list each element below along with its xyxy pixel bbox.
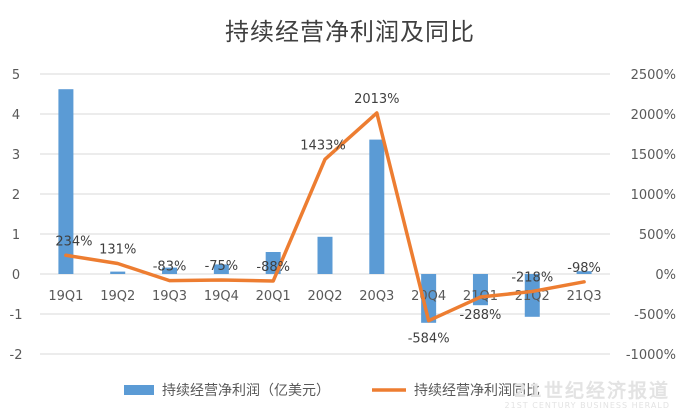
legend-label-bar: 持续经营净利润（亿美元） (162, 382, 330, 399)
left-axis-tick-label: 0 (12, 268, 20, 283)
left-axis-tick-label: 4 (12, 108, 20, 123)
left-axis-tick-label: -2 (10, 348, 23, 363)
data-label: 2013% (354, 92, 399, 107)
data-label: 131% (99, 243, 136, 258)
bar-19Q3 (162, 267, 178, 274)
legend-label-line: 持续经营净利润同比 (414, 382, 540, 399)
category-label: 19Q4 (204, 289, 239, 304)
data-label: -88% (256, 260, 290, 275)
bar-19Q4 (213, 264, 229, 274)
bar-21Q2 (524, 274, 540, 317)
left-axis-tick-label: 1 (12, 228, 20, 243)
right-axis-tick-label: 2500% (631, 68, 676, 83)
data-label: -218% (511, 270, 553, 285)
left-axis-tick-label: 3 (12, 148, 20, 163)
bar-19Q1 (58, 89, 74, 274)
right-axis-tick-label: -500% (634, 308, 676, 323)
right-axis-tick-label: 0% (655, 268, 676, 283)
right-axis-tick-label: 1500% (631, 148, 676, 163)
category-label: 19Q1 (48, 289, 83, 304)
data-label: -288% (460, 308, 502, 323)
category-label: 20Q2 (307, 289, 342, 304)
data-label: 1433% (300, 138, 345, 153)
data-label: -584% (408, 332, 450, 347)
category-label: 19Q3 (152, 289, 187, 304)
data-label: -75% (205, 259, 239, 274)
data-label: -83% (153, 260, 187, 275)
right-axis-tick-label: -1000% (626, 348, 676, 363)
legend-swatch-bar (124, 385, 154, 395)
chart-title: 持续经营净利润及同比 (225, 18, 475, 46)
left-axis-tick-label: 5 (12, 68, 20, 83)
category-label: 20Q1 (256, 289, 291, 304)
left-axis-tick-label: -1 (10, 308, 23, 323)
data-label: -98% (567, 261, 601, 276)
data-label: 234% (55, 234, 92, 249)
right-axis-tick-label: 500% (639, 228, 676, 243)
category-label: 20Q4 (411, 289, 446, 304)
bar-19Q2 (110, 271, 126, 274)
bar-20Q2 (317, 236, 333, 274)
category-label: 19Q2 (100, 289, 135, 304)
bar-20Q3 (369, 139, 385, 274)
left-axis-tick-label: 2 (12, 188, 20, 203)
category-label: 20Q3 (359, 289, 394, 304)
right-axis-tick-label: 1000% (631, 188, 676, 203)
category-label: 21Q3 (567, 289, 602, 304)
right-axis-tick-label: 2000% (631, 108, 676, 123)
bar-21Q3 (576, 271, 592, 274)
